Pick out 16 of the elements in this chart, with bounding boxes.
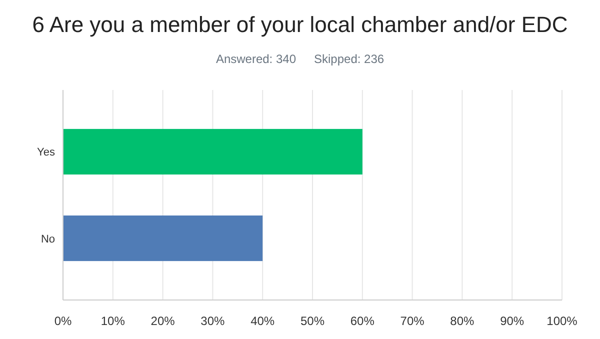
x-tick-label: 70%: [400, 314, 425, 328]
text: Answered: 340: [216, 52, 296, 66]
x-tick-label: 50%: [300, 314, 325, 328]
x-tick-label: 80%: [450, 314, 475, 328]
x-tick-label: 30%: [200, 314, 226, 328]
x-tick-label: 90%: [500, 314, 524, 328]
x-tick-label: 0%: [54, 314, 72, 328]
x-tick-label: 20%: [150, 314, 176, 328]
chart-title: 6 Are you a member of your local chamber and/or EDC: [32, 12, 568, 37]
x-tick-label: 40%: [250, 314, 275, 328]
x-tick-label: 10%: [100, 314, 126, 328]
y-tick-label: No: [40, 233, 55, 246]
x-tick-label: 60%: [350, 314, 375, 328]
text: Skipped: 236: [314, 52, 384, 66]
y-tick-label: Yes: [37, 146, 56, 159]
x-tick-label: 100%: [546, 314, 578, 328]
